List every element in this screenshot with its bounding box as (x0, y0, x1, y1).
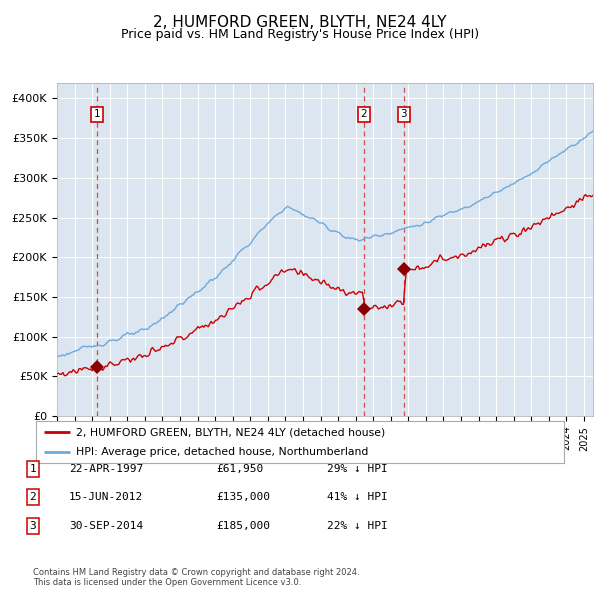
Text: 30-SEP-2014: 30-SEP-2014 (69, 521, 143, 530)
Text: £185,000: £185,000 (216, 521, 270, 530)
Text: 1: 1 (94, 109, 101, 119)
Text: HPI: Average price, detached house, Northumberland: HPI: Average price, detached house, Nort… (76, 447, 368, 457)
Text: £135,000: £135,000 (216, 493, 270, 502)
Text: Price paid vs. HM Land Registry's House Price Index (HPI): Price paid vs. HM Land Registry's House … (121, 28, 479, 41)
Text: 3: 3 (29, 521, 37, 530)
Text: 41% ↓ HPI: 41% ↓ HPI (327, 493, 388, 502)
Text: 3: 3 (401, 109, 407, 119)
Text: 2, HUMFORD GREEN, BLYTH, NE24 4LY (detached house): 2, HUMFORD GREEN, BLYTH, NE24 4LY (detac… (76, 427, 385, 437)
Text: 15-JUN-2012: 15-JUN-2012 (69, 493, 143, 502)
Text: 22% ↓ HPI: 22% ↓ HPI (327, 521, 388, 530)
Text: 22-APR-1997: 22-APR-1997 (69, 464, 143, 474)
Text: 2, HUMFORD GREEN, BLYTH, NE24 4LY: 2, HUMFORD GREEN, BLYTH, NE24 4LY (153, 15, 447, 30)
Text: Contains HM Land Registry data © Crown copyright and database right 2024.
This d: Contains HM Land Registry data © Crown c… (33, 568, 359, 587)
Text: 2: 2 (29, 493, 37, 502)
Text: 2: 2 (361, 109, 367, 119)
Text: 29% ↓ HPI: 29% ↓ HPI (327, 464, 388, 474)
Text: £61,950: £61,950 (216, 464, 263, 474)
Text: 1: 1 (29, 464, 37, 474)
